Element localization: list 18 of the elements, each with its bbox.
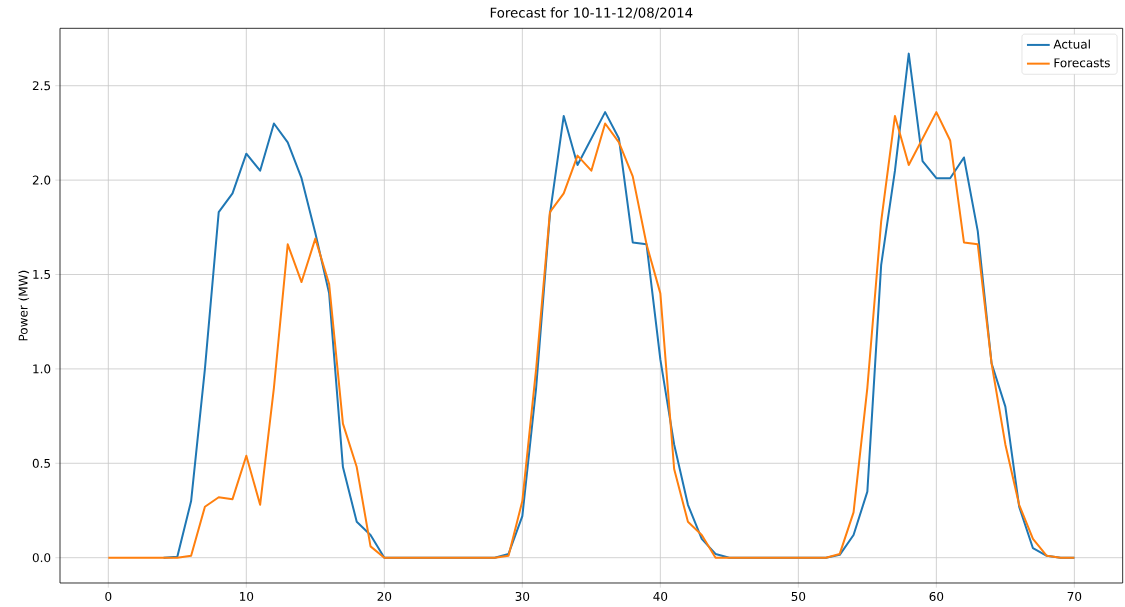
- chart-title: Forecast for 10-11-12/08/2014: [490, 7, 693, 19]
- y-tick-label: 1.5: [33, 270, 51, 279]
- x-tick-label: 40: [653, 591, 668, 601]
- y-axis-title: Power (MW): [18, 270, 30, 341]
- x-tick-label: 0: [105, 591, 112, 601]
- x-tick-label: 70: [1067, 591, 1082, 601]
- y-tick-label: 2.5: [32, 81, 51, 91]
- x-tick-label: 60: [929, 591, 944, 601]
- legend-label: Forecasts: [1054, 58, 1110, 68]
- x-tick-label: 30: [515, 591, 530, 601]
- y-tick-label: 2.0: [32, 175, 51, 185]
- x-tick-label: 10: [240, 591, 254, 601]
- y-tick-label: 1.0: [33, 364, 51, 374]
- x-tick-label: 20: [377, 591, 392, 601]
- y-tick-label: 0.0: [32, 553, 51, 563]
- x-tick-label: 50: [791, 591, 806, 601]
- legend-label: Actual: [1053, 39, 1090, 49]
- y-tick-label: 0.5: [32, 458, 51, 468]
